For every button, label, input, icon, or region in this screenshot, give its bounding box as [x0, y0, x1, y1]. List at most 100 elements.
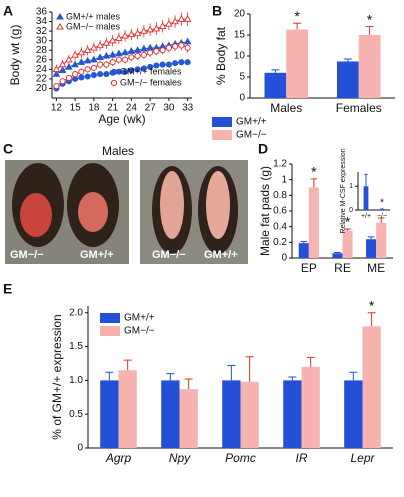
bar [376, 223, 386, 258]
error-bar [293, 23, 301, 29]
marker [116, 57, 121, 62]
marker [123, 57, 128, 62]
x-tick-label: EP [301, 261, 317, 275]
y-tick-label: 26 [36, 54, 48, 65]
photo-panel: Males GM−/− GM+/+ GM−/− GM+/+ [5, 144, 248, 264]
photo-label: GM+/+ [204, 249, 238, 261]
y-tick-label: 34 [36, 16, 48, 27]
bar [337, 61, 359, 98]
error-bar [246, 357, 254, 382]
y-tick-label: 20 [36, 83, 48, 94]
y-tick-label: 1 [281, 174, 287, 185]
x-tick-label: 27 [145, 103, 157, 114]
y-tick-label: 2.0 [69, 307, 83, 318]
y-tick-label: 0 [77, 443, 83, 454]
y-tick-label: 5 [239, 72, 245, 83]
x-tick-label: 33 [182, 103, 194, 114]
legend-swatch [100, 326, 120, 336]
bar [359, 35, 381, 98]
legend-label: GM−/− females [120, 77, 182, 87]
bar [344, 380, 362, 448]
x-tick-label: IR [296, 451, 308, 465]
y-tick-label: 1.2 [273, 159, 287, 170]
bar [309, 188, 319, 259]
y-tick-label: 28 [36, 45, 48, 56]
error-bar [185, 379, 193, 389]
x-tick-label: −/− [377, 213, 387, 220]
y-tick-label: 0.8 [273, 190, 287, 201]
y-tick-label: 0 [281, 253, 287, 264]
legend-marker [111, 69, 116, 74]
marker [141, 52, 146, 57]
legend-swatch [212, 130, 232, 140]
bar [364, 186, 369, 210]
error-bar [105, 372, 113, 380]
marker [185, 38, 191, 43]
y-tick-label: 0.6 [273, 206, 287, 217]
legend-marker [111, 80, 116, 85]
legend-label: GM−/− [236, 130, 267, 141]
y-axis-label: % Body fat [214, 26, 228, 85]
photo-title: Males [102, 144, 134, 158]
y-axis-label: Relative M-CSF expression [340, 148, 347, 233]
x-tick-label: Pomc [225, 451, 256, 465]
y-tick-label: 0.4 [273, 221, 287, 232]
bar [161, 380, 179, 448]
significance: * [369, 297, 375, 313]
marker [173, 44, 178, 49]
x-tick-label: Females [336, 101, 382, 115]
marker [54, 83, 59, 88]
significance: * [367, 11, 373, 27]
dissection [160, 171, 184, 239]
legend-label: GM+/+ [236, 117, 267, 128]
x-tick-label: Npy [169, 451, 191, 465]
marker [135, 53, 140, 58]
dissection [78, 192, 108, 232]
y-tick-label: 0 [349, 207, 353, 214]
photo-label: GM−/− [10, 249, 44, 261]
x-tick-label: 15 [70, 103, 82, 114]
marker [66, 57, 72, 62]
bar [119, 370, 137, 448]
y-axis-label: % of GM+/+ expression [50, 314, 64, 439]
y-tick-label: 24 [36, 64, 48, 75]
marker [85, 67, 90, 72]
legend-swatch [100, 313, 120, 323]
marker [79, 75, 84, 80]
marker [60, 79, 65, 84]
significance: * [294, 8, 300, 24]
photo-label: GM+/+ [80, 249, 114, 261]
marker [73, 72, 78, 77]
error-bar [288, 377, 296, 380]
bar [302, 367, 320, 448]
x-axis-label: Age (wk) [98, 112, 145, 126]
marker [148, 50, 153, 55]
marker [91, 72, 96, 77]
bar [100, 380, 118, 448]
y-tick-label: 0.5 [69, 409, 83, 420]
x-tick-label: RE [334, 261, 351, 275]
y-axis-label: Body wt (g) [8, 25, 22, 86]
significance: * [380, 197, 384, 208]
bar [265, 73, 287, 98]
marker [110, 60, 115, 65]
error-bar [368, 313, 376, 327]
bar [283, 380, 301, 448]
x-tick-label: ME [367, 261, 385, 275]
marker [53, 66, 59, 71]
error-bar [271, 70, 279, 73]
error-bar [307, 357, 315, 366]
bar [286, 30, 308, 98]
marker [166, 45, 171, 50]
panel-label: D [258, 141, 268, 157]
x-tick-label: Agrp [105, 451, 132, 465]
bar [380, 209, 385, 210]
y-tick-label: 10 [234, 51, 246, 62]
legend-swatch [212, 117, 232, 127]
marker [79, 69, 84, 74]
panel-label: B [212, 3, 222, 19]
marker [185, 45, 190, 50]
y-tick-label: 1 [349, 183, 353, 190]
marker [104, 62, 109, 67]
